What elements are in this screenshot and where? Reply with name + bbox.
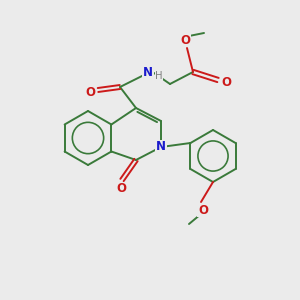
- Text: O: O: [116, 182, 126, 196]
- Text: N: N: [156, 140, 166, 154]
- Text: O: O: [221, 76, 231, 88]
- Text: O: O: [198, 203, 208, 217]
- Text: O: O: [85, 85, 95, 98]
- Text: N: N: [143, 67, 153, 80]
- Text: O: O: [180, 34, 190, 46]
- Text: H: H: [155, 71, 163, 81]
